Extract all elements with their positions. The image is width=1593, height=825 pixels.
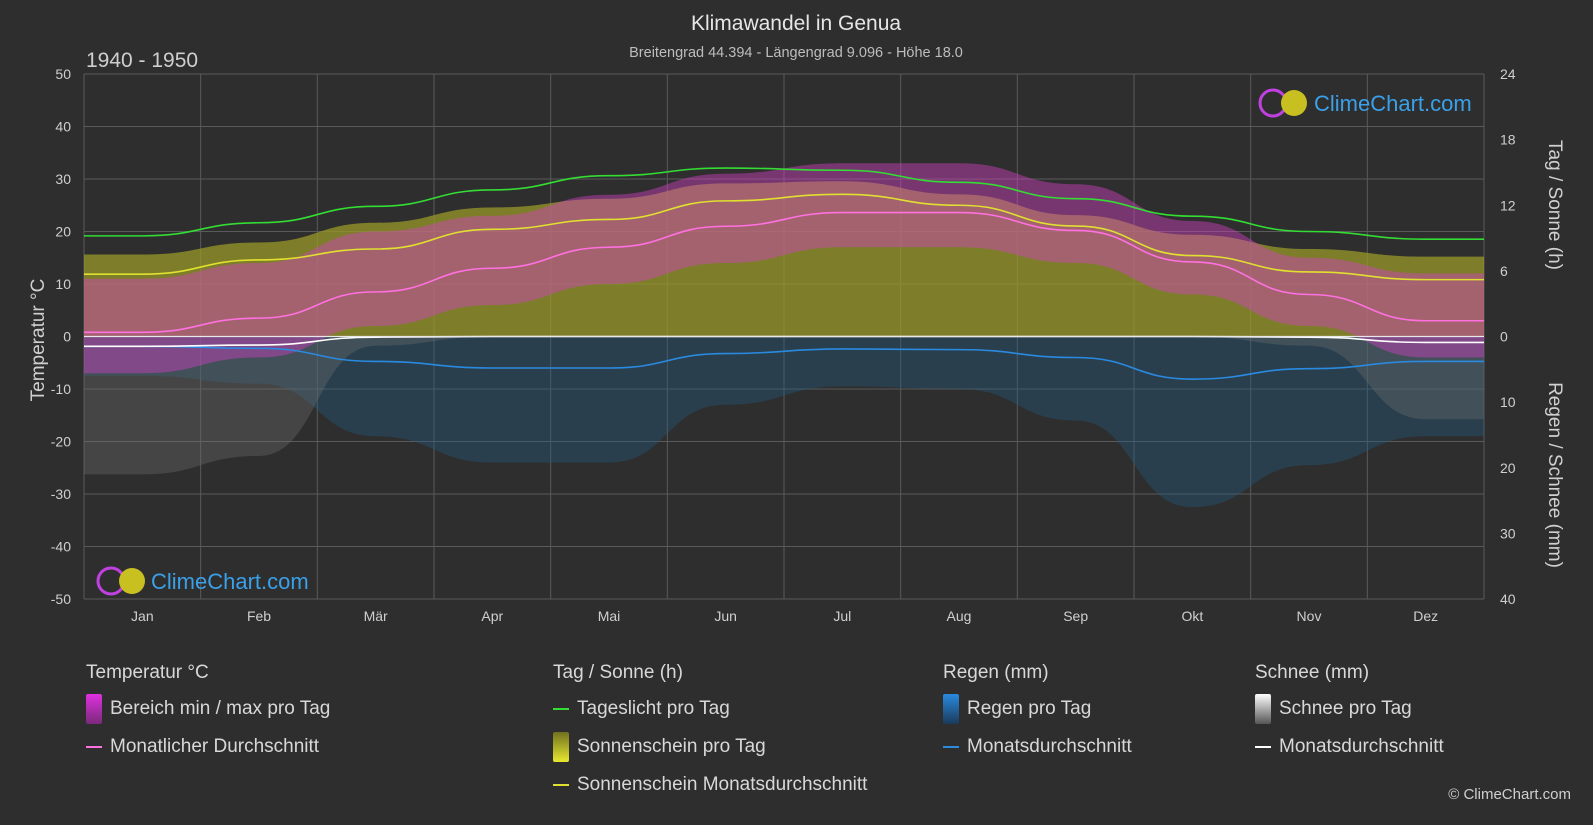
legend-rain-day-label: Regen pro Tag — [967, 698, 1092, 719]
line-swatch-icon — [943, 746, 959, 748]
legend-rain-avg-label: Monatsdurchschnitt — [967, 736, 1132, 757]
snow-day-fill — [84, 336, 1484, 475]
legend-sunshine-label: Sonnenschein pro Tag — [577, 736, 766, 757]
range-swatch-icon — [86, 694, 102, 724]
legend-sun-header: Tag / Sonne (h) — [553, 662, 683, 683]
legend-rain-header: Regen (mm) — [943, 662, 1049, 683]
brand-logo-sun-icon — [1281, 90, 1307, 116]
y-left-tick-label: 40 — [55, 119, 71, 135]
copyright: © ClimeChart.com — [1448, 786, 1571, 803]
legend-rain-day: Regen pro Tag — [943, 690, 1132, 728]
legend-temp-avg-label: Monatlicher Durchschnitt — [110, 736, 320, 757]
y-right-top-tick-label: 0 — [1500, 329, 1508, 345]
x-tick-label: Apr — [481, 608, 503, 624]
snow-swatch-icon — [1255, 694, 1271, 724]
y-left-tick-label: -20 — [51, 434, 71, 450]
rain-swatch-icon — [943, 694, 959, 724]
y-left-label: Temperatur °C — [28, 279, 49, 402]
chart-lines — [83, 167, 1484, 380]
sunshine-area — [84, 181, 1484, 337]
x-tick-label: Dez — [1413, 608, 1438, 624]
legend-sun: Tag / Sonne (h) Tageslicht pro Tag Sonne… — [553, 662, 867, 804]
y-left-tick-label: 20 — [55, 224, 71, 240]
legend-temp-range-label: Bereich min / max pro Tag — [110, 698, 331, 719]
y-right-bottom-tick-label: 10 — [1500, 394, 1516, 410]
x-tick-label: Mär — [364, 608, 388, 624]
x-tick-label: Jan — [131, 608, 154, 624]
legend-rain-avg: Monatsdurchschnitt — [943, 728, 1132, 766]
line-swatch-icon — [553, 708, 569, 710]
x-tick-label: Sep — [1063, 608, 1088, 624]
temp-range-band — [84, 163, 1484, 374]
legend: Temperatur °C Bereich min / max pro Tag … — [0, 662, 1593, 812]
line-swatch-icon — [553, 784, 569, 786]
brand-logo-text: ClimeChart.com — [1314, 91, 1472, 116]
legend-snow-avg-label: Monatsdurchschnitt — [1279, 736, 1444, 757]
brand-logo-sun-icon — [119, 568, 145, 594]
x-tick-label: Jun — [714, 608, 737, 624]
line-swatch-icon — [1255, 746, 1271, 748]
legend-snow-avg: Monatsdurchschnitt — [1255, 728, 1444, 766]
legend-sun-avg-label: Sonnenschein Monatsdurchschnitt — [577, 774, 868, 795]
legend-snow-day: Schnee pro Tag — [1255, 690, 1444, 728]
y-right-top-label: Tag / Sonne (h) — [1544, 140, 1565, 270]
line-swatch-icon — [86, 746, 102, 748]
period-label: 1940 - 1950 — [86, 49, 198, 72]
sunshine-avg-line — [84, 193, 1484, 281]
legend-snow-header: Schnee (mm) — [1255, 662, 1370, 683]
x-tick-label: Jul — [833, 608, 851, 624]
y-left-tick-label: -10 — [51, 381, 71, 397]
y-right-bottom-tick-label: 40 — [1500, 591, 1516, 607]
y-left-tick-label: 0 — [63, 329, 71, 345]
y-left-tick-label: -30 — [51, 486, 71, 502]
y-left-tick-label: -40 — [51, 539, 71, 555]
x-tick-label: Aug — [947, 608, 972, 624]
legend-daylight: Tageslicht pro Tag — [553, 690, 867, 728]
chart-title: Klimawandel in Genua — [691, 12, 901, 35]
climate-chart: 50 40 30 20 10 0 -10 -20 -30 -40 -50 24 18 12 6 0 10 20 30… — [28, 12, 1565, 624]
rain-day-fill — [84, 336, 1484, 508]
y-right-bottom-tick-label: 20 — [1500, 460, 1516, 476]
y-left-tick-label: -50 — [51, 591, 71, 607]
daylight-line — [84, 167, 1484, 240]
legend-sun-avg: Sonnenschein Monatsdurchschnitt — [553, 766, 867, 804]
y-left-tick-label: 10 — [55, 276, 71, 292]
brand-logo-top: ClimeChart.com — [1258, 88, 1472, 118]
legend-snow-day-label: Schnee pro Tag — [1279, 698, 1412, 719]
y-right-bottom-label: Regen / Schnee (mm) — [1544, 382, 1565, 568]
legend-temp: Temperatur °C Bereich min / max pro Tag … — [86, 662, 330, 766]
legend-temp-header: Temperatur °C — [86, 662, 209, 683]
x-tick-label: Feb — [247, 608, 271, 624]
legend-temp-avg: Monatlicher Durchschnitt — [86, 728, 330, 766]
legend-daylight-label: Tageslicht pro Tag — [577, 698, 730, 719]
y-right-top-tick-label: 18 — [1500, 132, 1516, 148]
y-right-bottom-tick-label: 30 — [1500, 525, 1516, 541]
y-left-tick-label: 30 — [55, 171, 71, 187]
y-left-tick-label: 50 — [55, 66, 71, 82]
x-tick-label: Nov — [1297, 608, 1322, 624]
chart-axes: 50 40 30 20 10 0 -10 -20 -30 -40 -50 24 18 12 6 0 10 20 30… — [51, 66, 1516, 624]
y-right-top-tick-label: 24 — [1500, 66, 1516, 82]
chart-fills — [84, 163, 1484, 508]
x-tick-label: Okt — [1181, 608, 1203, 624]
x-tick-label: Mai — [598, 608, 621, 624]
legend-rain: Regen (mm) Regen pro Tag Monatsdurchschn… — [943, 662, 1132, 766]
y-right-top-tick-label: 6 — [1500, 263, 1508, 279]
sunshine-swatch-icon — [553, 732, 569, 762]
legend-temp-range: Bereich min / max pro Tag — [86, 690, 330, 728]
chart-subtitle: Breitengrad 44.394 - Längengrad 9.096 - … — [629, 45, 963, 61]
brand-logo-bottom: ClimeChart.com — [96, 566, 309, 596]
rain-avg-line — [84, 345, 1484, 380]
y-right-top-tick-label: 12 — [1500, 197, 1516, 213]
brand-logo-text: ClimeChart.com — [151, 569, 309, 594]
legend-snow: Schnee (mm) Schnee pro Tag Monatsdurchsc… — [1255, 662, 1444, 766]
temp-avg-line — [83, 211, 1484, 334]
legend-sunshine: Sonnenschein pro Tag — [553, 728, 867, 766]
